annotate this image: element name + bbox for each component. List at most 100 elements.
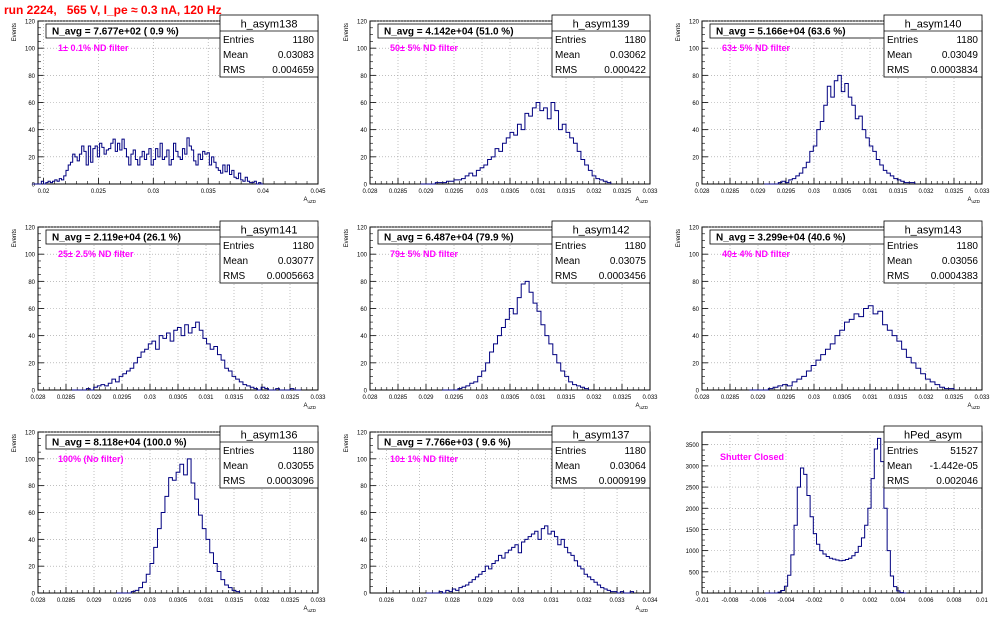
stats-value: 0.03083 [278,50,315,61]
stats-value: 0.03064 [610,461,647,472]
y-axis-label: Events [344,23,350,41]
y-tick-label: 80 [692,280,699,286]
stats-key: RMS [223,476,246,487]
stats-value: 0.0003834 [931,65,979,76]
histogram-panel-9: 0 500 1000 1500 2000 2500 3000 3500 -0.01 -0.008 -… [686,425,988,604]
histogram-line [426,525,635,594]
stats-box [883,425,983,489]
stats-key: Entries [887,241,918,252]
x-tick-label: -0.006 [749,598,767,604]
x-tick-label: 0.002 [862,598,878,604]
stats-name: h_asym138 [241,19,298,31]
y-tick-label: 100 [25,47,36,53]
title-text: N_avg = 5.166e+04 (63.6 %) [716,27,846,38]
histogram-line [71,321,302,391]
stats-box [551,220,651,284]
y-tick-label: 80 [360,484,367,490]
y-axis-label: Events [676,229,682,247]
y-tick-label: 3500 [686,443,700,449]
stats-value: 1180 [292,446,314,457]
x-axis-label: AuZD [635,606,648,613]
y-tick-label: 2000 [686,507,700,513]
x-tick-label: 0.032 [254,395,270,401]
filter-annotation: Shutter Closed [720,452,784,462]
stats-key: RMS [223,65,246,76]
x-tick-label: -0.01 [695,598,709,604]
x-tick-label: 0.0325 [281,395,300,401]
x-tick-label: 0.026 [379,598,395,604]
stats-value: 0.03056 [942,256,979,267]
x-tick-label: 0.03 [512,598,524,604]
y-tick-label: 0 [32,592,36,598]
y-tick-label: 20 [360,155,367,161]
x-tick-label: 0.0325 [281,598,300,604]
title-text: N_avg = 8.118e+04 (100.0 %) [52,438,187,449]
histogram-line [420,102,612,185]
y-tick-label: 20 [692,361,699,367]
x-tick-label: 0.01 [976,598,988,604]
y-tick-label: 0 [364,592,368,598]
x-axis-label: AuZD [303,403,316,410]
x-tick-label: 0.0295 [113,598,132,604]
histogram-line [116,458,241,594]
x-tick-label: 0.0285 [721,189,740,195]
y-tick-label: 3000 [686,464,700,470]
stats-box [551,14,651,78]
stats-key: Mean [223,461,248,472]
stats-key: Entries [555,446,586,457]
x-tick-label: 0.032 [586,395,602,401]
x-tick-label: 0.0295 [777,395,796,401]
x-tick-label: 0.0305 [833,189,852,195]
stats-key: RMS [555,65,578,76]
y-tick-label: 60 [28,307,35,313]
y-tick-label: 80 [360,74,367,80]
y-axis-label: Events [12,23,18,41]
y-tick-label: 60 [360,307,367,313]
filter-annotation: 1± 0.1% ND filter [58,43,129,53]
filter-annotation: 79± 5% ND filter [390,249,458,259]
y-tick-label: 120 [25,431,36,437]
x-tick-label: 0.0285 [389,189,408,195]
stats-value: 0.03049 [942,50,979,61]
x-tick-label: 0.028 [362,189,378,195]
filter-annotation: 25± 2.5% ND filter [58,249,134,259]
title-text: N_avg = 7.677e+02 ( 0.9 %) [52,27,179,38]
x-tick-label: 0.0295 [445,189,464,195]
y-tick-label: 80 [692,74,699,80]
x-tick-label: 0.031 [544,598,560,604]
x-tick-label: 0.031 [530,189,546,195]
y-tick-label: 40 [360,334,367,340]
x-tick-label: 0.03 [476,395,488,401]
y-tick-label: 0 [696,592,700,598]
x-tick-label: 0.008 [946,598,962,604]
histogram-panel-6: 0 20 40 60 80 100 120 0.028 0.0285 0.029 0.0295 0.0… [676,220,990,410]
x-axis-label: AuZD [967,197,980,204]
stats-value: 0.0003096 [267,476,315,487]
stats-value: 0.0009199 [599,476,647,487]
x-tick-label: 0.03 [808,395,820,401]
stats-key: Mean [555,256,580,267]
x-tick-label: 0.03 [808,189,820,195]
stats-key: Mean [223,256,248,267]
stats-value: 1180 [624,446,646,457]
x-tick-label: 0.028 [30,395,46,401]
y-tick-label: 0 [364,389,368,395]
x-tick-label: 0.033 [642,189,658,195]
y-tick-label: 100 [25,457,36,463]
x-tick-label: 0.033 [610,598,626,604]
y-tick-label: 2500 [686,486,700,492]
x-tick-label: 0.032 [586,189,602,195]
y-tick-label: 60 [28,101,35,107]
stats-name: h_asym142 [573,225,630,237]
stats-value: 51527 [950,446,978,457]
stats-key: RMS [887,65,910,76]
y-tick-label: 20 [28,361,35,367]
x-tick-label: 0.0325 [945,189,964,195]
stats-key: Mean [887,256,912,267]
stats-key: Entries [223,446,254,457]
x-tick-label: 0.032 [918,395,934,401]
stats-value: 0.03055 [278,461,315,472]
y-tick-label: 60 [28,511,35,517]
x-tick-label: 0.028 [694,189,710,195]
